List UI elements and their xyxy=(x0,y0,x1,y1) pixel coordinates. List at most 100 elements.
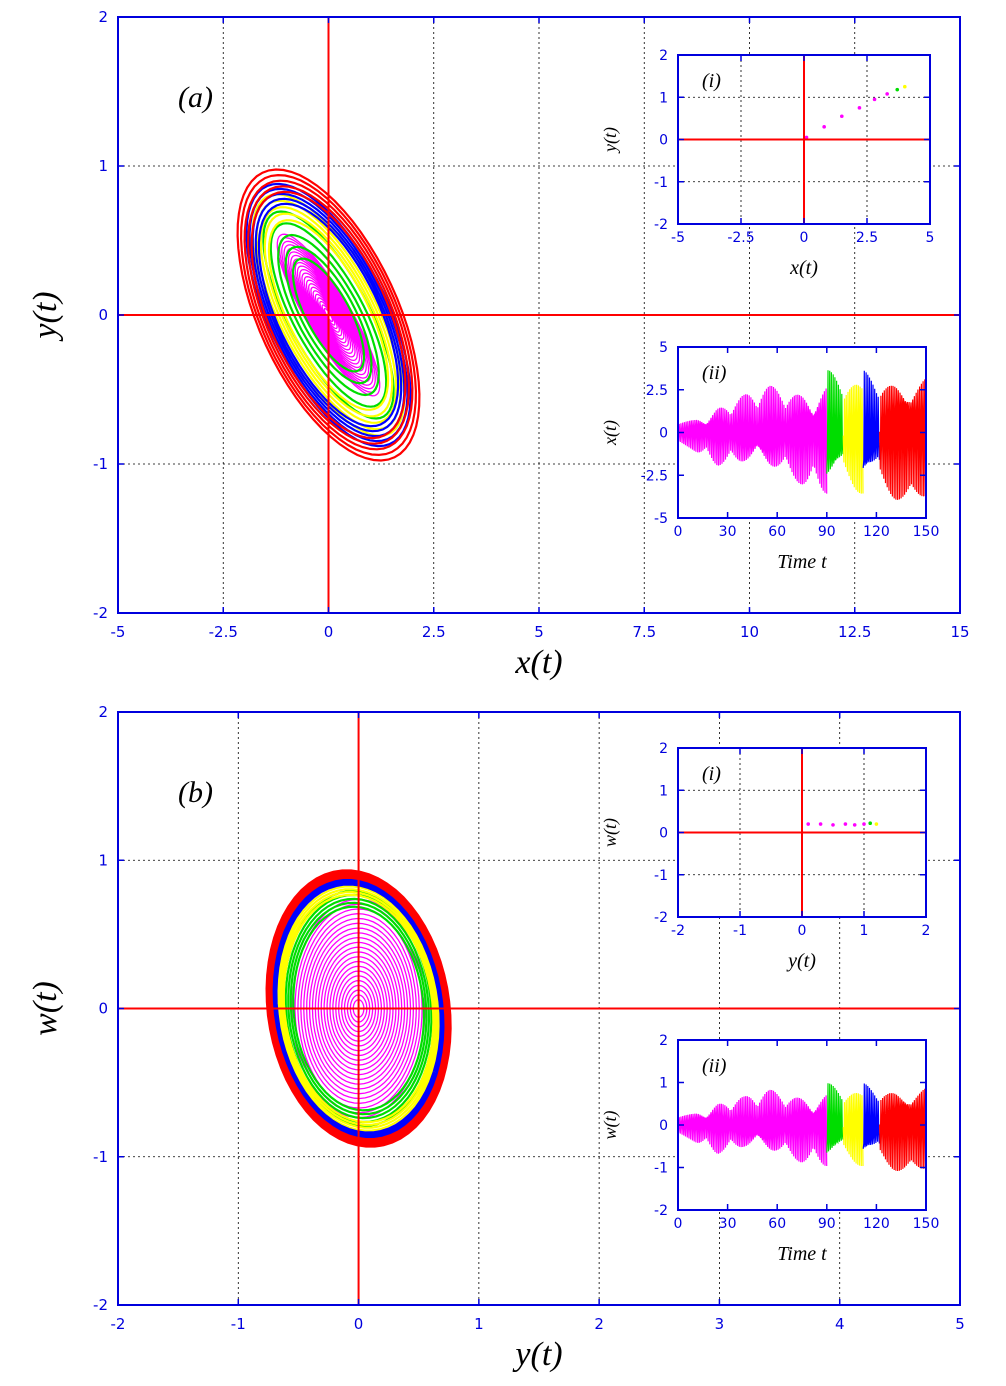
y-tick-label: -2 xyxy=(654,217,668,233)
series-red xyxy=(236,168,421,462)
y-tick-label: 1 xyxy=(659,783,668,799)
x-tick-label: -2 xyxy=(671,923,685,939)
y-tick-label: 2 xyxy=(98,703,108,721)
x-axis-label: x(t) xyxy=(514,644,562,681)
x-tick-label: 4 xyxy=(835,1315,845,1333)
series-green xyxy=(262,210,395,420)
x-tick-label: 2.5 xyxy=(422,623,446,641)
scatter-point xyxy=(818,822,823,826)
x-tick-label: 0 xyxy=(800,230,809,246)
y-axis-label: w(t) xyxy=(600,818,621,847)
x-tick-label: 0 xyxy=(798,923,807,939)
x-axis-label: Time t xyxy=(777,551,827,573)
x-tick-label: 12.5 xyxy=(838,623,871,641)
x-tick-label: -1 xyxy=(733,923,747,939)
y-tick-label: -1 xyxy=(93,455,108,473)
x-tick-label: 120 xyxy=(863,524,890,540)
x-tick-label: 90 xyxy=(818,1216,836,1232)
series-green xyxy=(826,370,844,474)
x-tick-label: 30 xyxy=(719,1216,737,1232)
x-tick-label: 15 xyxy=(950,623,969,641)
x-tick-label: 10 xyxy=(740,623,759,641)
y-tick-label: 2.5 xyxy=(646,383,668,399)
series-blue xyxy=(270,875,447,1142)
scatter-point xyxy=(822,125,826,129)
scatter-point xyxy=(840,114,844,119)
x-tick-label: 7.5 xyxy=(632,623,656,641)
x-tick-label: 60 xyxy=(768,524,786,540)
y-tick-label: 2 xyxy=(659,741,668,757)
x-tick-label: -1 xyxy=(231,1315,246,1333)
y-tick-label: 1 xyxy=(659,90,668,106)
x-tick-label: 2.5 xyxy=(856,230,878,246)
y-tick-label: -2 xyxy=(654,1203,668,1219)
x-tick-label: 0 xyxy=(674,524,683,540)
x-tick-label: -5 xyxy=(671,230,685,246)
series-blue xyxy=(862,370,880,468)
y-axis-label: y(t) xyxy=(27,291,64,341)
x-tick-label: 3 xyxy=(715,1315,725,1333)
series-yellow xyxy=(842,384,864,494)
series-green xyxy=(826,1083,844,1153)
chart-b-inset-ii: 0 30 60 90 120 150 -2 -1 0 1 2 Time t w(t) (ii) xyxy=(600,1033,939,1265)
scatter-point xyxy=(903,84,907,89)
scatter-point xyxy=(885,92,889,96)
series-magenta xyxy=(677,385,828,494)
scatter-point xyxy=(852,823,857,827)
series-blue xyxy=(245,182,412,448)
y-tick-label: -5 xyxy=(654,511,668,527)
y-axis-label: w(t) xyxy=(600,1110,621,1139)
y-tick-label: -2 xyxy=(654,910,668,926)
y-tick-label: 0 xyxy=(98,306,108,324)
x-tick-label: 1 xyxy=(860,923,869,939)
series-green xyxy=(282,889,436,1128)
x-tick-label: 1 xyxy=(474,1315,484,1333)
x-tick-label: 90 xyxy=(818,524,836,540)
panel-label: (ii) xyxy=(702,1055,727,1077)
x-tick-label: -2 xyxy=(111,1315,126,1333)
chart-a-inset-i: -5 -2.5 0 2.5 5 -2 -1 0 1 2 x(t) y(t) (i) xyxy=(600,48,934,279)
y-tick-label: 0 xyxy=(659,426,668,442)
y-axis-label: x(t) xyxy=(600,420,621,446)
panel-label: (i) xyxy=(702,70,721,92)
y-tick-label: -1 xyxy=(654,868,668,884)
y-tick-label: 0 xyxy=(98,1000,108,1018)
x-tick-label: 30 xyxy=(719,524,737,540)
y-tick-label: 1 xyxy=(659,1076,668,1092)
x-axis-label: x(t) xyxy=(789,257,818,279)
y-tick-label: -2.5 xyxy=(641,468,668,484)
y-tick-label: -1 xyxy=(93,1148,108,1166)
x-tick-label: 0 xyxy=(674,1216,683,1232)
y-tick-label: 0 xyxy=(659,133,668,149)
scatter-point xyxy=(872,97,877,102)
scatter-point xyxy=(868,821,872,826)
y-tick-label: -1 xyxy=(654,1161,668,1177)
series-red xyxy=(879,379,927,500)
scatter-point xyxy=(895,87,900,92)
series-blue xyxy=(862,1083,880,1149)
x-tick-label: 2 xyxy=(594,1315,604,1333)
x-tick-label: 5 xyxy=(955,1315,965,1333)
y-tick-label: -2 xyxy=(93,1296,108,1314)
y-tick-label: 2 xyxy=(98,8,108,26)
scatter-point xyxy=(804,135,809,140)
panel-label: (ii) xyxy=(702,362,727,384)
x-tick-label: 5 xyxy=(926,230,935,246)
panel-label: (a) xyxy=(178,81,213,114)
scatter-point xyxy=(843,822,848,826)
scatter-point xyxy=(806,822,810,826)
x-tick-label: -2.5 xyxy=(727,230,754,246)
y-tick-label: 1 xyxy=(98,157,108,175)
x-tick-label: 120 xyxy=(863,1216,890,1232)
x-tick-label: 150 xyxy=(913,1216,940,1232)
scatter-point xyxy=(862,822,866,826)
y-axis-label: w(t) xyxy=(27,981,64,1036)
scatter-point xyxy=(874,822,879,826)
y-axis-label: y(t) xyxy=(600,127,621,154)
x-tick-label: 150 xyxy=(913,524,940,540)
y-tick-label: 0 xyxy=(659,1118,668,1134)
x-axis-label: y(t) xyxy=(512,1336,562,1373)
series-magenta xyxy=(291,898,426,1119)
y-tick-label: -1 xyxy=(654,175,668,191)
